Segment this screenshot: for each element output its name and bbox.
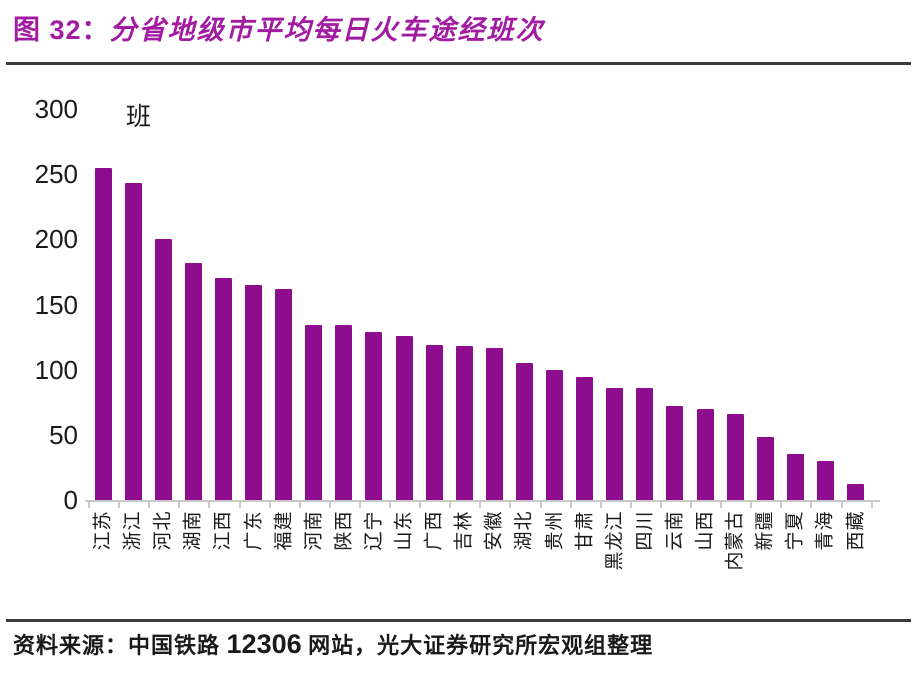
y-axis-tick-label: 300	[34, 94, 78, 124]
bar	[636, 388, 653, 500]
x-axis-tick	[540, 502, 542, 508]
source-number: 12306	[226, 629, 302, 659]
x-axis-tick	[419, 502, 421, 508]
x-axis-tick	[178, 502, 180, 508]
bar	[365, 332, 382, 500]
x-axis-line	[85, 500, 880, 502]
bar	[305, 325, 322, 500]
bar	[516, 363, 533, 500]
x-axis-tick	[780, 502, 782, 508]
x-axis-tick	[449, 502, 451, 508]
x-axis-tick	[479, 502, 481, 508]
source-text-before: 中国铁路	[128, 633, 227, 658]
bar	[245, 285, 262, 500]
bar-chart: 班 0 50 100 150 200 250 300 江苏 浙江 河北 湖南 江西 广东 福建 河南 陕西辽…	[0, 70, 917, 610]
y-axis-tick-label: 200	[34, 224, 78, 255]
bar	[335, 325, 352, 500]
x-axis-tick	[810, 502, 812, 508]
bar	[95, 168, 112, 500]
y-axis-tick-label: 50	[49, 419, 78, 450]
x-axis-tick	[118, 502, 120, 508]
x-axis-tick	[88, 502, 90, 508]
bar	[576, 377, 593, 500]
bar	[125, 183, 142, 500]
x-axis-tick	[570, 502, 572, 508]
bar	[275, 289, 292, 500]
y-axis-tick-label: 250	[34, 159, 78, 190]
bar	[606, 388, 623, 500]
x-axis-tick	[509, 502, 511, 508]
source-note: 资料来源：中国铁路 12306 网站，光大证券研究所宏观组整理	[13, 628, 653, 660]
bar	[215, 278, 232, 500]
bar	[697, 409, 714, 500]
bar	[486, 348, 503, 500]
figure-header: 图 32：分省地级市平均每日火车途经班次	[13, 8, 545, 47]
bar	[847, 484, 864, 500]
x-axis-tick	[871, 502, 873, 508]
bar	[757, 437, 774, 500]
x-axis-tick	[299, 502, 301, 508]
x-axis-tick	[630, 502, 632, 508]
x-axis-tick	[239, 502, 241, 508]
bar	[426, 345, 443, 500]
x-axis-tick	[208, 502, 210, 508]
bar	[155, 239, 172, 500]
top-divider	[6, 62, 911, 65]
x-axis-tick	[359, 502, 361, 508]
y-axis-tick-label: 100	[34, 354, 78, 385]
bar	[396, 336, 413, 500]
bar	[456, 346, 473, 500]
source-prefix: 资料来源：	[13, 633, 129, 658]
bar	[817, 461, 834, 500]
bar	[546, 370, 563, 500]
y-axis-unit-label: 班	[126, 103, 152, 131]
x-axis-tick	[720, 502, 722, 508]
figure-label: 图 32：	[13, 15, 110, 45]
y-axis-tick-label: 0	[63, 485, 78, 515]
x-axis-tick	[660, 502, 662, 508]
x-axis-tick	[389, 502, 391, 508]
x-axis-tick	[600, 502, 602, 508]
bar	[727, 414, 744, 500]
x-axis-tick	[750, 502, 752, 508]
x-axis-tick	[269, 502, 271, 508]
bar	[666, 406, 683, 500]
x-axis-tick	[841, 502, 843, 508]
bar	[787, 454, 804, 500]
source-text-after: 网站，光大证券研究所宏观组整理	[301, 633, 654, 658]
y-axis-tick-label: 150	[34, 289, 78, 320]
x-axis-tick	[690, 502, 692, 508]
x-axis-tick	[329, 502, 331, 508]
figure-title: 分省地级市平均每日火车途经班次	[109, 15, 545, 45]
bar	[185, 263, 202, 500]
bottom-divider	[6, 619, 911, 622]
x-axis-tick	[148, 502, 150, 508]
